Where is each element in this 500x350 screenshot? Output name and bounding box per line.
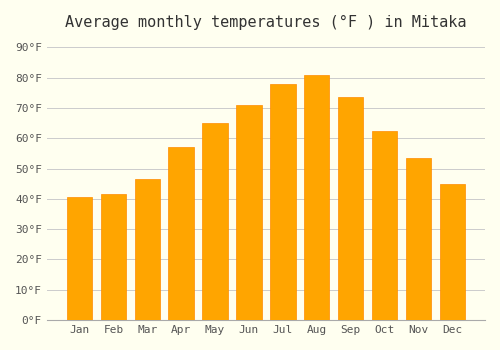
Bar (100, 194, 126, 320)
Bar (304, 75, 330, 320)
Bar (67, 197, 92, 320)
Bar (236, 105, 262, 320)
Bar (338, 97, 363, 320)
Bar (372, 131, 398, 320)
Bar (440, 184, 465, 320)
Bar (202, 123, 228, 320)
Title: Average monthly temperatures (°F ) in Mitaka: Average monthly temperatures (°F ) in Mi… (65, 15, 466, 30)
Bar (406, 158, 431, 320)
Bar (134, 179, 160, 320)
Bar (270, 84, 295, 320)
Bar (168, 147, 194, 320)
